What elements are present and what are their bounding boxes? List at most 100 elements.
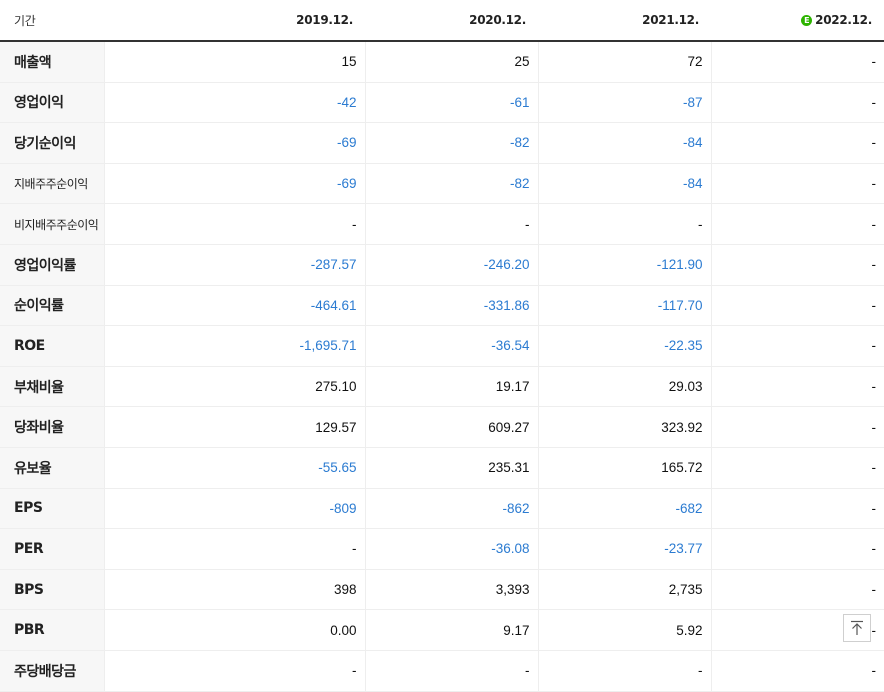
table-row: 당기순이익 -69 -82 -84-: [0, 122, 884, 164]
value-cell: -84: [537, 163, 711, 205]
row-label: 영업이익률: [0, 243, 104, 286]
table-row: 영업이익 -42 -61 -87-: [0, 82, 884, 124]
row-label: 당기순이익: [0, 122, 104, 164]
value-cell: 25: [364, 41, 538, 83]
value-cell: -: [537, 203, 711, 245]
row-label: 비지배주주순이익: [0, 203, 104, 245]
value-cell: -42: [103, 82, 365, 124]
value-cell: -55.65: [103, 447, 365, 489]
period-header: 2020.12.: [365, 0, 538, 42]
row-label: PER: [0, 528, 104, 570]
estimate-icon: E: [801, 15, 813, 26]
value-cell: -: [710, 528, 884, 570]
value-cell: 0.00: [103, 609, 365, 651]
row-label: 유보율: [0, 447, 104, 489]
value-cell: 9.17: [364, 609, 538, 651]
value-cell: -117.70: [537, 285, 711, 327]
value-cell: -: [710, 406, 884, 448]
table-row: BPS 398 3,393 2,735-: [0, 569, 884, 611]
value-cell: -: [710, 41, 884, 83]
value-cell: -121.90: [537, 243, 711, 286]
period-header: 2019.12.: [104, 0, 365, 42]
value-cell: -: [710, 243, 884, 286]
arrow-up-to-top-icon: [850, 620, 864, 636]
value-cell: -69: [103, 122, 365, 164]
row-label: 순이익률: [0, 285, 104, 327]
row-label: BPS: [0, 569, 104, 611]
row-label: 당좌비율: [0, 406, 104, 448]
value-cell: -1,695.71: [103, 325, 365, 367]
table-row: 당좌비율 129.57 609.27 323.92-: [0, 406, 884, 448]
row-label: 주당배당금: [0, 649, 104, 692]
value-cell: -: [710, 285, 884, 327]
table-row: 순이익률 -464.61 -331.86 -117.70-: [0, 285, 884, 327]
value-cell: -809: [103, 487, 365, 530]
value-cell: 398: [103, 569, 365, 611]
table-row: 부채비율 275.10 19.17 29.03-: [0, 365, 884, 408]
value-cell: 19.17: [364, 365, 538, 408]
value-cell: 275.10: [103, 365, 365, 408]
period-header-text: 2022.12.: [815, 13, 872, 27]
value-cell: -82: [364, 122, 538, 164]
row-label: 부채비율: [0, 365, 104, 408]
value-cell: -: [710, 325, 884, 367]
row-label: 지배주주순이익: [0, 163, 104, 205]
value-cell: 5.92: [537, 609, 711, 651]
value-cell: 72: [537, 41, 711, 83]
table-row: PBR 0.00 9.17 5.92-: [0, 609, 884, 651]
table-row: PER - -36.08 -23.77-: [0, 528, 884, 570]
value-cell: -: [710, 569, 884, 611]
value-cell: -287.57: [103, 243, 365, 286]
value-cell: -: [103, 528, 365, 570]
row-label: EPS: [0, 487, 104, 530]
value-cell: -: [364, 649, 538, 692]
value-cell: 29.03: [537, 365, 711, 408]
table-row: 지배주주순이익 -69 -82 -84-: [0, 163, 884, 205]
value-cell: -22.35: [537, 325, 711, 367]
value-cell: -464.61: [103, 285, 365, 327]
value-cell: -: [710, 447, 884, 489]
value-cell: 2,735: [537, 569, 711, 611]
table-row: 유보율 -55.65 235.31 165.72-: [0, 447, 884, 489]
value-cell: -682: [537, 487, 711, 530]
value-cell: -: [710, 203, 884, 245]
table-row: 영업이익률 -287.57 -246.20 -121.90-: [0, 243, 884, 286]
value-cell: 129.57: [103, 406, 365, 448]
value-cell: -: [710, 365, 884, 408]
value-cell: -61: [364, 82, 538, 124]
table-row: EPS -809 -862 -682-: [0, 487, 884, 530]
value-cell: 235.31: [364, 447, 538, 489]
value-cell: -: [710, 163, 884, 205]
value-cell: -: [710, 82, 884, 124]
value-cell: -23.77: [537, 528, 711, 570]
value-cell: 609.27: [364, 406, 538, 448]
table-row: 비지배주주순이익 - - - -: [0, 203, 884, 245]
period-header: 2021.12.: [538, 0, 711, 42]
value-cell: 3,393: [364, 569, 538, 611]
value-cell: -246.20: [364, 243, 538, 286]
period-header-estimate: E 2022.12.: [711, 0, 884, 42]
value-cell: -87: [537, 82, 711, 124]
table-row: 주당배당금 - - - -: [0, 649, 884, 692]
row-label: 매출액: [0, 41, 104, 83]
value-cell: 165.72: [537, 447, 711, 489]
value-cell: -84: [537, 122, 711, 164]
header-row: 기간 2019.12. 2020.12. 2021.12. E 2022.12.: [0, 0, 884, 42]
row-label: 영업이익: [0, 82, 104, 124]
value-cell: -: [710, 122, 884, 164]
value-cell: -36.08: [364, 528, 538, 570]
value-cell: -: [103, 649, 365, 692]
value-cell: -: [364, 203, 538, 245]
value-cell: 323.92: [537, 406, 711, 448]
value-cell: -331.86: [364, 285, 538, 327]
value-cell: -: [537, 649, 711, 692]
value-cell: -82: [364, 163, 538, 205]
value-cell: -: [710, 487, 884, 530]
table-row: 매출액 15 25 72-: [0, 41, 884, 83]
scroll-to-top-button[interactable]: [843, 614, 871, 642]
value-cell: 15: [103, 41, 365, 83]
value-cell: -36.54: [364, 325, 538, 367]
value-cell: -: [710, 649, 884, 692]
period-header-label: 기간: [0, 0, 104, 42]
